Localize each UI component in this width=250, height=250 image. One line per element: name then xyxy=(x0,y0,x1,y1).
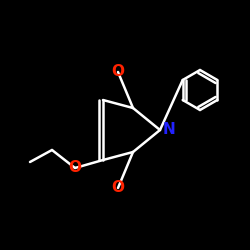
Text: N: N xyxy=(162,122,175,138)
Text: O: O xyxy=(68,160,82,176)
Text: O: O xyxy=(112,180,124,196)
Text: O: O xyxy=(112,64,124,80)
